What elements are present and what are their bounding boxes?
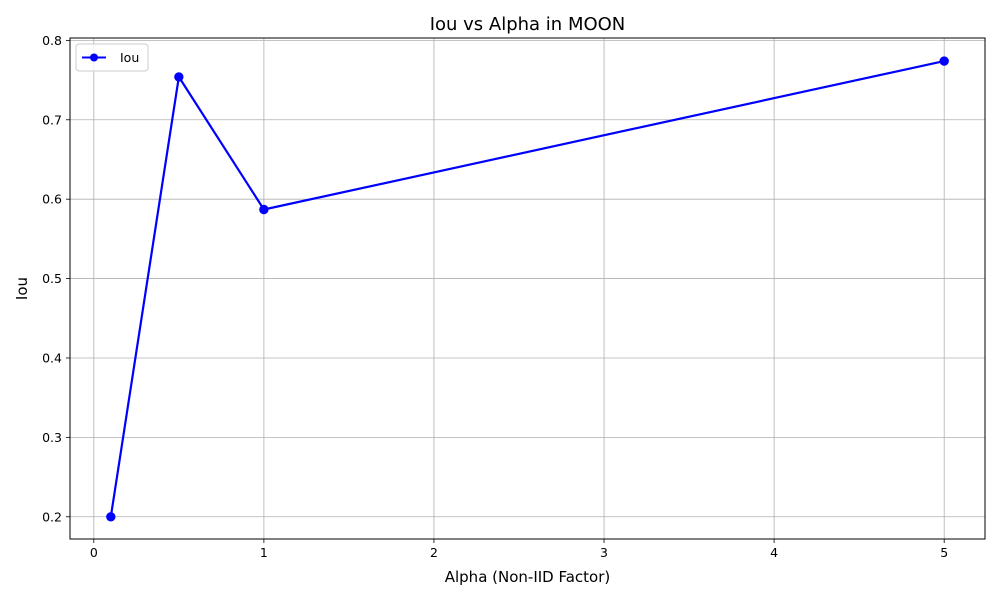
series-layer (106, 56, 949, 522)
y-tick-label: 0.2 (42, 509, 62, 524)
legend-series-marker (90, 53, 98, 62)
y-axis-title: Iou (13, 277, 31, 300)
y-tick-label: 0.5 (42, 271, 62, 286)
x-tick-label: 4 (770, 545, 778, 560)
y-tick-label: 0.6 (42, 192, 62, 207)
x-tick-label: 5 (940, 545, 948, 560)
x-tick-label: 0 (90, 545, 98, 560)
data-point (939, 56, 949, 66)
data-point (106, 512, 116, 522)
grid-lines (70, 38, 985, 539)
legend-box (75, 43, 149, 72)
y-tick-label: 0.3 (42, 430, 62, 445)
chart-title: Iou vs Alpha in MOON (430, 14, 626, 35)
x-tick-label: 1 (260, 545, 268, 560)
plot-area-frame (69, 37, 986, 540)
x-axis-title: Alpha (Non-IID Factor) (445, 568, 611, 586)
legend-series-label: Iou (120, 50, 139, 65)
series-line (109, 59, 945, 517)
x-tick-label: 3 (600, 545, 608, 560)
axis-ticks: 0 1 2 3 4 5 0.2 0.3 0.4 0.5 0.6 0.7 0.8 (42, 33, 948, 560)
legend: Iou (75, 43, 149, 72)
y-tick-label: 0.8 (42, 33, 62, 48)
y-tick-label: 0.4 (42, 350, 62, 365)
data-point (259, 204, 269, 215)
y-tick-label: 0.7 (42, 112, 62, 127)
data-point (174, 72, 184, 82)
x-tick-label: 2 (430, 545, 438, 560)
